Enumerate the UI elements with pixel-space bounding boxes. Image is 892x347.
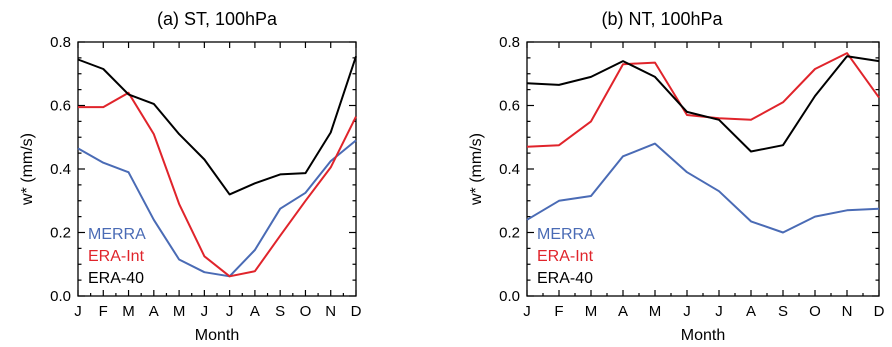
legend-item-era-40: ERA-40: [537, 270, 593, 287]
y-axis-label: w* (mm/s): [19, 133, 36, 206]
panel-b: (b) NT, 100hPa J F M A M J J A S O N D 0.0 0.2 0.4 0.6 0.…: [468, 9, 885, 344]
x-tick-label: N: [842, 303, 853, 320]
legend-item-era-40: ERA-40: [88, 270, 144, 287]
y-tick-label: 0.2: [50, 225, 71, 242]
panel-title: (a) ST, 100hPa: [157, 9, 278, 29]
legend-item-merra: MERRA: [537, 226, 595, 243]
y-tick-label: 0.0: [50, 288, 71, 305]
y-tick-label: 0.6: [499, 98, 520, 115]
x-tick-label: F: [99, 303, 108, 320]
x-axis-label: Month: [681, 327, 725, 344]
x-tick-label: D: [874, 303, 885, 320]
y-tick-label: 0.4: [50, 161, 71, 178]
series-line-merra: [526, 142, 880, 234]
y-tick-label: 0.8: [499, 34, 520, 51]
y-tick-label: 0.8: [50, 34, 71, 51]
legend-item-era-int: ERA-Int: [88, 248, 145, 265]
series-line-era-40: [526, 55, 880, 153]
x-tick-label: F: [554, 303, 563, 320]
x-tick-label: O: [809, 303, 821, 320]
panel-title: (b) NT, 100hPa: [601, 9, 723, 29]
series-line-merra: [77, 139, 357, 278]
x-tick-label: N: [325, 303, 336, 320]
series-line-era-int: [526, 52, 880, 148]
series-line-era-40: [77, 55, 357, 196]
y-axis-label: w* (mm/s): [468, 133, 485, 206]
x-tick-label: J: [683, 303, 691, 320]
x-tick-label: A: [149, 303, 159, 320]
x-tick-label: O: [300, 303, 312, 320]
x-tick-label: J: [523, 303, 531, 320]
x-tick-label: S: [778, 303, 788, 320]
series-line-era-int: [78, 91, 357, 278]
x-tick-label: D: [351, 303, 362, 320]
y-tick-label: 0.2: [499, 225, 520, 242]
legend-item-era-int: ERA-Int: [537, 248, 594, 265]
y-tick-label: 0.0: [499, 288, 520, 305]
x-tick-label: A: [746, 303, 756, 320]
x-tick-label: J: [201, 303, 209, 320]
x-tick-label: J: [74, 303, 82, 320]
x-tick-label: A: [618, 303, 628, 320]
x-tick-label: S: [275, 303, 285, 320]
x-tick-label: J: [715, 303, 723, 320]
x-tick-label: M: [585, 303, 598, 320]
x-tick-label: J: [226, 303, 234, 320]
y-tick-label: 0.6: [50, 98, 71, 115]
x-tick-label: A: [250, 303, 260, 320]
x-axis-label: Month: [195, 327, 239, 344]
x-tick-label: M: [173, 303, 186, 320]
y-tick-label: 0.4: [499, 161, 520, 178]
x-tick-label: M: [649, 303, 662, 320]
x-tick-label: M: [122, 303, 135, 320]
legend-item-merra: MERRA: [88, 226, 146, 243]
